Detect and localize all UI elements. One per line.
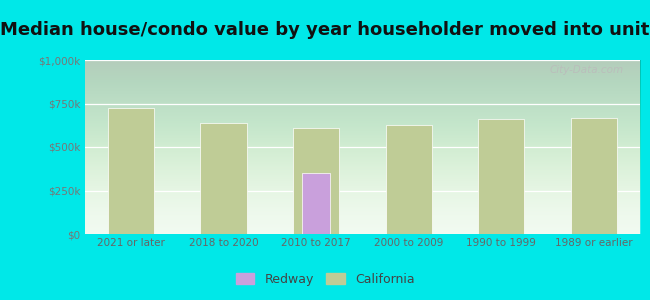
Text: Median house/condo value by year householder moved into unit: Median house/condo value by year househo… [0, 21, 650, 39]
Bar [293, 128, 339, 234]
Bar [108, 108, 154, 234]
Bar [200, 123, 246, 234]
Text: City-Data.com: City-Data.com [549, 65, 623, 75]
Bar [385, 125, 432, 234]
Legend: Redway, California: Redway, California [231, 268, 419, 291]
Bar [571, 118, 617, 234]
Bar [302, 173, 330, 234]
Bar [478, 119, 525, 234]
